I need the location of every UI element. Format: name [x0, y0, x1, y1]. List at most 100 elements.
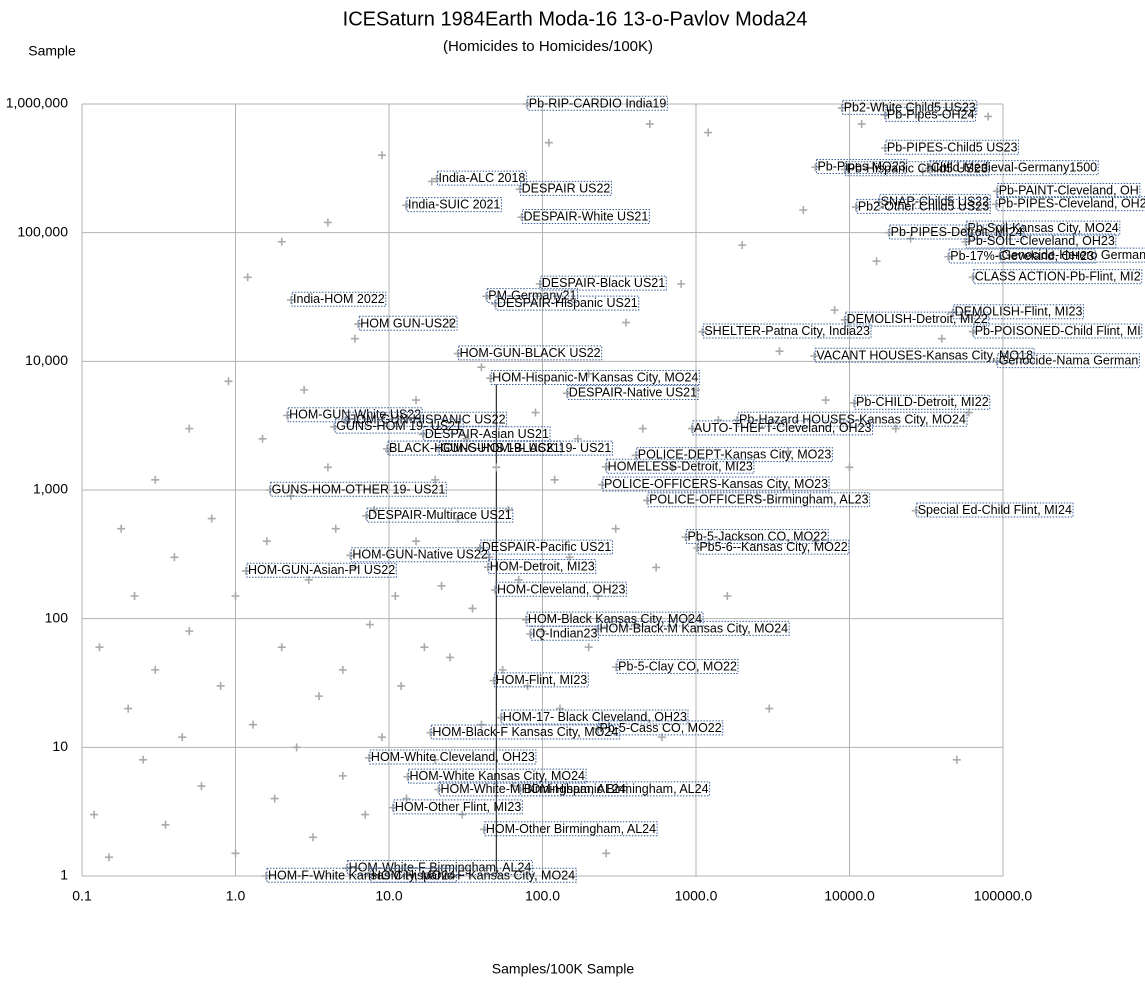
label-box — [616, 658, 739, 674]
point-label: IQ-Indian23 — [530, 625, 599, 641]
point — [330, 422, 339, 431]
point-label: India-SUIC 2021 — [406, 197, 502, 213]
point — [95, 643, 104, 652]
label-box — [347, 859, 533, 875]
point — [401, 201, 410, 210]
label-box — [966, 233, 1117, 249]
point — [638, 424, 647, 433]
point-label: HOM-White Cleveland, OH23 — [369, 749, 537, 765]
label-text: Genocide-Herero German — [1002, 248, 1145, 262]
point — [850, 398, 859, 407]
point-label: Pb5-6--Kansas City, MO22 — [697, 539, 850, 555]
point — [509, 782, 518, 791]
point-label: Pb-5-Clay CO, MO22 — [616, 658, 739, 674]
point — [687, 424, 696, 433]
point — [216, 681, 225, 690]
point — [412, 537, 421, 546]
label-box — [845, 311, 990, 327]
point-label: HOMELESS-Detroit, MI23 — [606, 458, 755, 474]
point-label: Pb-5-Cass CO, MO22 — [597, 720, 724, 736]
label-text: DESPAIR-Hispanic US21 — [497, 296, 638, 310]
chart-subtitle: (Homicides to Homicides/100K) — [443, 38, 653, 55]
point — [961, 237, 970, 246]
y-tick-label: 1 — [60, 867, 68, 883]
point — [258, 434, 267, 443]
y-tick-label: 1,000 — [33, 481, 68, 497]
label-text: DESPAIR US22 — [522, 181, 611, 195]
label-text: DEMOLISH-Detroit, MI22 — [847, 312, 988, 326]
label-text: Pb5-6--Kansas City, MO22 — [699, 540, 847, 554]
point — [668, 463, 677, 472]
point — [845, 463, 854, 472]
label-text: HOM-White Kansas City, MO24 — [410, 769, 586, 783]
point — [517, 213, 526, 222]
point-label: HOM-Other Flint, MI23 — [393, 799, 523, 815]
label-text: CLASS ACTION-Pb-Flint, MI2 — [975, 270, 1141, 284]
label-text: DEMOLISH-Flint, MI23 — [955, 305, 1083, 319]
label-text: HOM-Flint, MI23 — [496, 673, 588, 687]
point-label: DESPAIR-Pacific US21 — [480, 539, 613, 555]
point — [677, 279, 686, 288]
label-box — [889, 224, 1025, 240]
point — [315, 692, 324, 701]
label-box — [737, 411, 968, 427]
point-label: GUNS-HOM-BLACK 19- US21 — [438, 440, 613, 456]
point — [446, 318, 455, 327]
point — [643, 496, 652, 505]
point — [496, 713, 505, 722]
label-box — [480, 539, 613, 555]
point — [535, 279, 544, 288]
label-text: HOM-Hispanic Birmingham, AL24 — [522, 782, 709, 796]
label-box — [495, 295, 640, 311]
label-text: HOM-White Cleveland, OH23 — [371, 750, 535, 764]
point — [593, 724, 602, 733]
x-tick-label: 0.1 — [72, 888, 92, 904]
y-tick-label: 10,000 — [25, 352, 68, 368]
label-box — [246, 562, 397, 578]
y-tick-label: 100,000 — [17, 223, 68, 239]
point — [784, 447, 793, 456]
point-label: SHELTER-Patna City, India23 — [702, 323, 872, 339]
point — [645, 119, 654, 128]
point-label: HOM-Hispanic Birmingham, AL24 — [520, 781, 711, 797]
point — [555, 704, 564, 713]
point — [270, 794, 279, 803]
label-text: Pb-PIPES-Detroit, MI24 — [891, 225, 1023, 239]
point — [139, 755, 148, 764]
point — [612, 663, 621, 672]
point — [584, 369, 593, 378]
point-label: DESPAIR-Native US21 — [567, 385, 699, 401]
label-text: HOM-White-M Birmingham, AL24 — [440, 782, 626, 796]
point-label: Pb-CHILD-Detroit, MI22 — [854, 394, 991, 410]
label-text: DESPAIR-Asian US21 — [425, 427, 549, 441]
label-text: HOMELESS-Detroit, MI23 — [608, 459, 753, 473]
point — [594, 592, 603, 601]
point — [432, 174, 441, 183]
point-label: Pb-Hazard HOUSES-Kansas City, MO24 — [737, 411, 968, 427]
point — [944, 252, 953, 261]
point — [991, 200, 1000, 209]
label-box — [530, 625, 599, 641]
x-tick-label: 1.0 — [226, 888, 246, 904]
label-text: HOM-Detroit, MI23 — [490, 560, 595, 574]
point — [402, 794, 411, 803]
point — [483, 563, 492, 572]
label-box — [973, 269, 1143, 285]
point-label: India-ALC 2018 — [437, 170, 527, 186]
label-text: GUNS-HOM 19- US21 — [336, 419, 462, 433]
point-label: DESPAIR-Black US21 — [540, 275, 667, 291]
point — [105, 853, 114, 862]
point — [434, 444, 443, 453]
point — [884, 228, 893, 237]
point — [338, 771, 347, 780]
point — [692, 385, 700, 394]
point — [515, 785, 524, 794]
point — [490, 299, 499, 308]
point — [522, 100, 531, 108]
point-label: Pb-Hispanic Child5 US23 — [845, 161, 990, 177]
label-text: India-HOM 2022 — [293, 292, 385, 306]
label-box — [520, 180, 612, 196]
point — [262, 537, 271, 546]
point-label: VACANT HOUSES-Kansas City, MO18 — [814, 347, 1035, 363]
label-box — [366, 507, 514, 523]
